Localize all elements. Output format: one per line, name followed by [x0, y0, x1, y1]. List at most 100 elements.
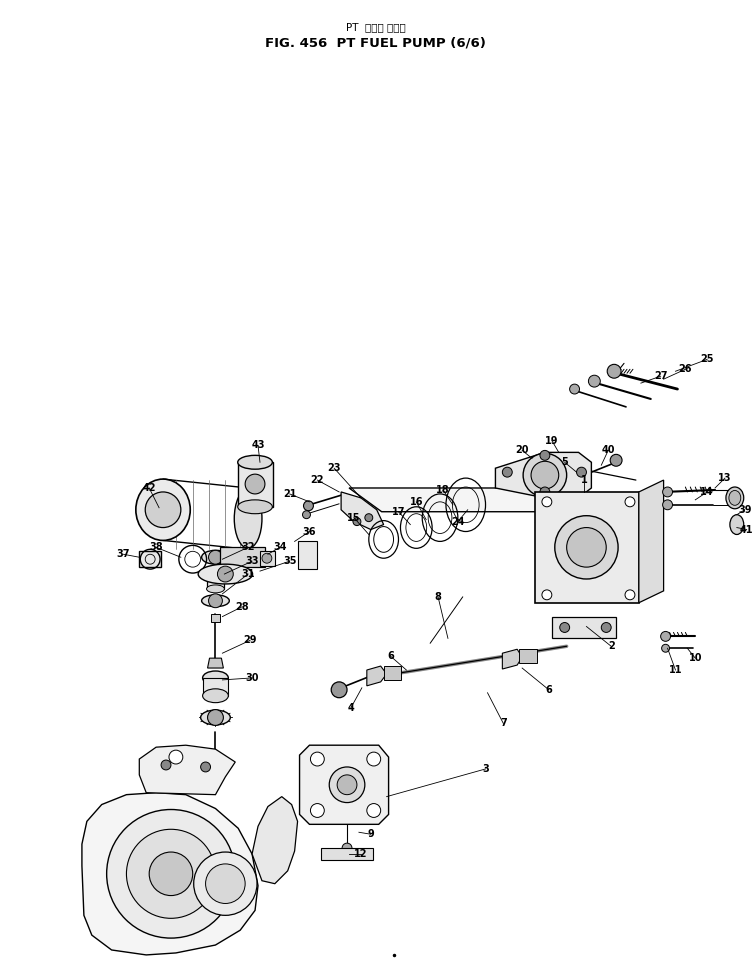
Circle shape: [201, 762, 211, 772]
Bar: [220, 547, 265, 567]
Ellipse shape: [207, 567, 224, 575]
Circle shape: [531, 462, 559, 489]
Ellipse shape: [202, 689, 228, 702]
Circle shape: [502, 468, 512, 477]
Circle shape: [149, 852, 193, 895]
Circle shape: [145, 492, 181, 528]
Polygon shape: [367, 666, 387, 686]
Bar: [239, 463, 273, 506]
Text: 9: 9: [368, 829, 374, 840]
Polygon shape: [252, 797, 297, 883]
Ellipse shape: [234, 489, 262, 548]
Circle shape: [601, 622, 612, 632]
Text: 14: 14: [701, 487, 714, 497]
Text: 43: 43: [251, 440, 265, 450]
Ellipse shape: [238, 455, 273, 469]
Circle shape: [542, 497, 552, 506]
Circle shape: [245, 474, 265, 494]
Circle shape: [569, 384, 580, 394]
Ellipse shape: [202, 595, 230, 607]
Circle shape: [106, 809, 236, 938]
Circle shape: [610, 454, 622, 467]
Ellipse shape: [201, 710, 230, 725]
Text: 40: 40: [602, 445, 615, 456]
Circle shape: [588, 375, 600, 387]
Circle shape: [217, 566, 233, 582]
Polygon shape: [502, 650, 522, 669]
Circle shape: [625, 497, 635, 506]
Text: 3: 3: [482, 764, 489, 774]
Circle shape: [567, 528, 606, 567]
Circle shape: [523, 453, 567, 497]
Text: 6: 6: [545, 685, 552, 694]
Bar: [519, 650, 537, 663]
Circle shape: [331, 682, 347, 697]
Circle shape: [337, 775, 357, 795]
Bar: [211, 614, 220, 621]
Bar: [322, 848, 373, 860]
Text: 16: 16: [409, 497, 423, 506]
Circle shape: [540, 450, 550, 461]
Circle shape: [663, 500, 673, 509]
Text: 21: 21: [283, 489, 297, 499]
Circle shape: [540, 487, 550, 497]
Text: 8: 8: [435, 592, 442, 602]
Text: 20: 20: [516, 445, 529, 456]
Text: 33: 33: [245, 556, 259, 566]
Text: 22: 22: [310, 475, 324, 485]
Circle shape: [367, 752, 381, 766]
Text: 38: 38: [149, 543, 163, 552]
Text: 17: 17: [392, 506, 405, 517]
Bar: [384, 666, 402, 680]
Text: 10: 10: [689, 654, 702, 663]
Text: 34: 34: [273, 543, 286, 552]
Polygon shape: [495, 452, 591, 498]
Bar: [207, 571, 224, 589]
Text: 4: 4: [347, 702, 354, 713]
Circle shape: [577, 468, 587, 477]
Text: 42: 42: [143, 483, 156, 493]
Ellipse shape: [730, 514, 744, 535]
Text: 37: 37: [117, 549, 130, 559]
Circle shape: [303, 510, 310, 519]
Text: 31: 31: [242, 569, 255, 580]
Text: FIG. 456  PT FUEL PUMP (6/6): FIG. 456 PT FUEL PUMP (6/6): [265, 36, 486, 50]
Circle shape: [208, 710, 223, 726]
Text: 19: 19: [545, 435, 559, 445]
Circle shape: [126, 829, 215, 918]
Circle shape: [208, 594, 223, 608]
Text: 24: 24: [451, 516, 464, 527]
Text: 11: 11: [669, 665, 683, 675]
Text: PT  フエル ポンプ: PT フエル ポンプ: [346, 22, 405, 32]
Text: 15: 15: [347, 512, 361, 523]
Text: 39: 39: [738, 505, 751, 514]
Text: 35: 35: [283, 556, 297, 566]
Text: 36: 36: [303, 527, 316, 537]
Bar: [260, 551, 275, 566]
Bar: [297, 542, 317, 569]
Circle shape: [607, 364, 621, 378]
Circle shape: [161, 760, 171, 769]
Text: 7: 7: [500, 719, 507, 729]
Circle shape: [663, 487, 673, 497]
Circle shape: [542, 590, 552, 600]
Text: 28: 28: [236, 602, 249, 612]
Text: 5: 5: [561, 457, 568, 468]
Ellipse shape: [202, 550, 230, 564]
Circle shape: [661, 644, 670, 653]
Ellipse shape: [136, 479, 190, 541]
Circle shape: [304, 501, 313, 510]
Ellipse shape: [726, 487, 744, 508]
Ellipse shape: [202, 671, 228, 685]
Polygon shape: [300, 745, 389, 824]
Text: 13: 13: [718, 473, 732, 483]
Ellipse shape: [207, 585, 224, 593]
Text: 25: 25: [701, 355, 714, 364]
Circle shape: [625, 590, 635, 600]
Ellipse shape: [198, 564, 253, 584]
Circle shape: [169, 750, 183, 764]
Circle shape: [310, 804, 325, 817]
Circle shape: [555, 515, 618, 579]
Circle shape: [559, 622, 569, 632]
Ellipse shape: [729, 491, 741, 506]
